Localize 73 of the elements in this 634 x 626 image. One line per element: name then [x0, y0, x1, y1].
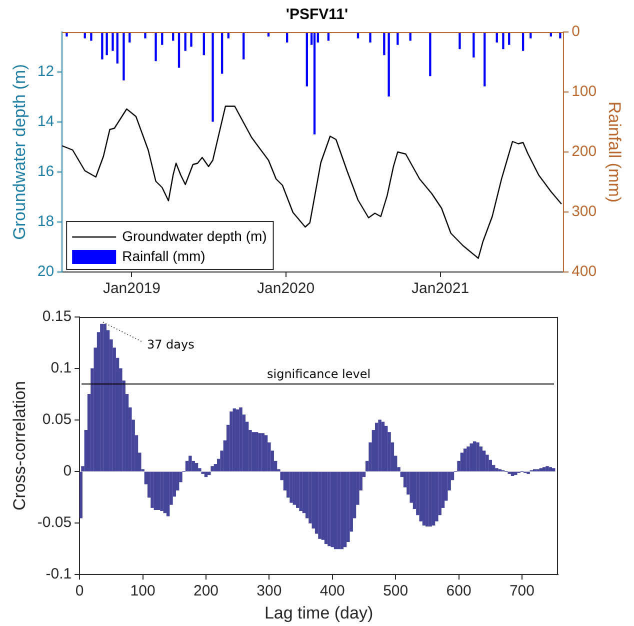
bar	[190, 32, 192, 47]
y-tick-label: 12	[37, 63, 54, 80]
bar	[204, 472, 208, 478]
x-tick-label: 200	[193, 582, 218, 600]
y-tick-label: 0.05	[42, 411, 72, 428]
bar	[482, 450, 486, 472]
x-tick-label: 600	[446, 582, 472, 600]
bar	[212, 32, 214, 122]
y-tick-label: 0	[63, 462, 72, 480]
bar	[429, 32, 432, 76]
y-tick-label: -0.1	[46, 566, 72, 583]
bar	[458, 32, 461, 50]
y-tick-label: 0.1	[50, 360, 72, 377]
x-tick-label: 500	[383, 582, 408, 600]
x-tick-label: 700	[509, 582, 534, 600]
y-tick-label: 16	[37, 163, 54, 180]
y2-tick-label: 200	[572, 143, 597, 160]
bar	[484, 32, 486, 86]
bar	[388, 32, 390, 97]
y-tick-label: 20	[37, 263, 54, 280]
x-tick-label: Jan2020	[257, 280, 315, 298]
y-axis-title: Groundwater depth (m)	[10, 64, 29, 240]
x-tick-label: Jan2019	[102, 280, 161, 298]
bar	[306, 32, 308, 86]
bar	[154, 32, 157, 62]
annotation: 37 days	[146, 337, 194, 352]
bar	[188, 456, 192, 472]
x-tick-label: Jan2021	[412, 280, 470, 298]
bar	[495, 468, 498, 472]
bar	[122, 32, 125, 80]
bar	[369, 32, 372, 43]
x-axis-title: Lag time (day)	[264, 603, 374, 622]
bar	[66, 32, 68, 37]
bar	[112, 32, 114, 51]
x-tick-label: 300	[256, 582, 282, 600]
bar	[542, 467, 546, 472]
bar	[396, 32, 399, 45]
bar	[150, 472, 154, 508]
bar	[514, 472, 518, 475]
x-tick-label: 0	[75, 582, 84, 600]
chart-title: 'PSFV11'	[286, 6, 348, 24]
bar	[242, 32, 245, 60]
bar	[502, 32, 504, 50]
y-tick-label: 18	[37, 213, 54, 230]
ref-line-label: significance level	[267, 367, 371, 382]
bar	[313, 32, 316, 134]
y-tick-label: -0.05	[37, 514, 72, 532]
y2-axis-title: Rainfall (mm)	[605, 101, 624, 203]
bar	[559, 32, 562, 38]
x-tick-label: 100	[130, 582, 156, 600]
bar	[486, 454, 489, 472]
y2-tick-label: 100	[572, 83, 597, 100]
bar	[210, 466, 214, 472]
bar	[552, 468, 556, 472]
y2-tick-label: 300	[572, 203, 597, 220]
y2-tick-label: 400	[572, 263, 597, 280]
bar	[539, 468, 543, 472]
y-tick-label: 14	[37, 113, 54, 130]
bar	[194, 462, 198, 472]
bar	[90, 32, 92, 41]
y2-tick-label: 0	[572, 23, 580, 40]
bar	[144, 32, 146, 38]
bar	[460, 452, 464, 472]
bar	[116, 32, 118, 64]
x-tick-label: 400	[320, 582, 345, 600]
legend-label: Groundwater depth (m)	[122, 228, 267, 244]
bar	[101, 32, 104, 60]
y-axis-title: Cross-correlation	[10, 381, 29, 511]
legend-label: Rainfall (mm)	[122, 248, 206, 264]
y-tick-label: 0.15	[42, 308, 72, 326]
bar	[178, 32, 180, 68]
bar	[548, 467, 552, 472]
bar	[220, 32, 224, 74]
